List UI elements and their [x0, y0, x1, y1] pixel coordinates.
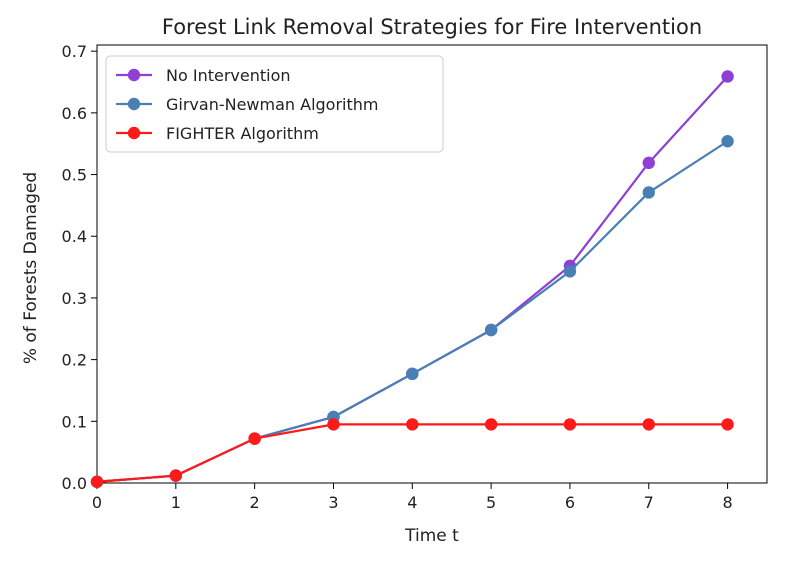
- y-tick-label: 0.1: [62, 412, 87, 431]
- x-tick-label: 7: [644, 493, 654, 512]
- x-tick-label: 2: [250, 493, 260, 512]
- y-axis: 0.0 0.1 0.2 0.3 0.4 0.5 0.6 0.7: [62, 42, 97, 493]
- x-tick-label: 1: [171, 493, 181, 512]
- data-point: [169, 469, 183, 482]
- legend-label-2: FIGHTER Algorithm: [166, 124, 319, 143]
- legend-marker-0: [127, 68, 141, 82]
- x-tick-label: 8: [722, 493, 732, 512]
- series-layer: [90, 70, 734, 488]
- x-tick-label: 0: [92, 493, 102, 512]
- y-tick-label: 0.3: [62, 289, 87, 308]
- data-point: [406, 418, 419, 431]
- data-point: [90, 475, 104, 488]
- y-axis-label: % of Forests Damaged: [21, 172, 41, 364]
- data-point: [248, 432, 261, 445]
- x-axis: 0 1 2 3 4 5 6 7 8: [92, 483, 733, 512]
- y-tick-label: 0.7: [62, 42, 87, 61]
- legend: No Intervention Girvan-Newman Algorithm FI…: [105, 55, 444, 153]
- data-point: [721, 70, 734, 83]
- series-line-2: [96, 423, 728, 483]
- data-point: [563, 418, 577, 431]
- data-point: [563, 265, 577, 278]
- y-tick-label: 0.5: [62, 166, 87, 185]
- series-line-1: [96, 140, 729, 483]
- y-tick-label: 0.0: [62, 474, 87, 493]
- chart-title: Forest Link Removal Strategies for Fire …: [162, 15, 702, 39]
- x-axis-label: Time t: [404, 526, 459, 546]
- data-point: [642, 186, 655, 199]
- legend-label-0: No Intervention: [166, 66, 291, 85]
- x-tick-label: 5: [486, 493, 496, 512]
- data-point: [484, 418, 498, 431]
- y-tick-label: 0.6: [62, 104, 87, 123]
- legend-marker-2: [127, 126, 141, 140]
- x-tick-label: 4: [407, 493, 417, 512]
- data-point: [721, 135, 734, 148]
- legend-label-1: Girvan-Newman Algorithm: [166, 95, 378, 114]
- y-tick-label: 0.2: [62, 351, 87, 370]
- data-point: [327, 418, 340, 431]
- plot-area: [96, 44, 768, 484]
- x-tick-label: 6: [565, 493, 575, 512]
- x-tick-label: 3: [328, 493, 338, 512]
- data-point: [642, 418, 655, 431]
- data-point: [406, 367, 419, 381]
- data-point: [484, 323, 498, 337]
- y-tick-label: 0.4: [62, 227, 87, 246]
- data-point: [721, 418, 734, 431]
- data-point: [642, 156, 655, 170]
- legend-marker-1: [127, 97, 141, 111]
- legend-box: [105, 55, 444, 153]
